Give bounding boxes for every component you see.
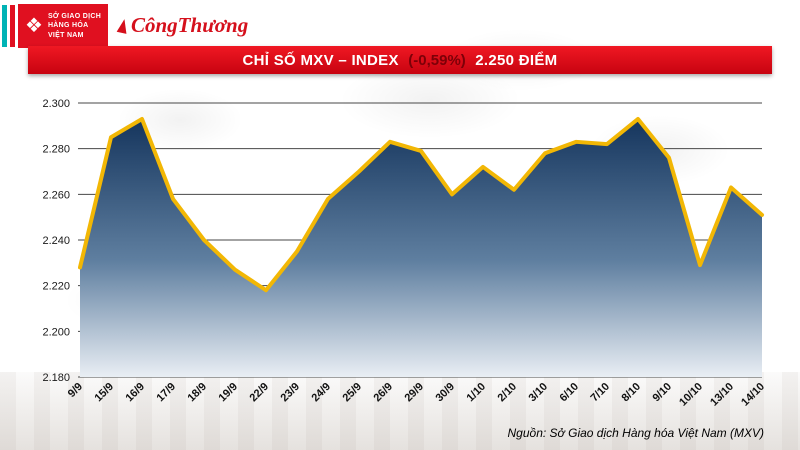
x-axis-label: 26/9 bbox=[371, 381, 395, 405]
x-axis-label: 22/9 bbox=[247, 381, 271, 405]
chart-title-suffix: 2.250 ĐIỂM bbox=[470, 51, 558, 69]
red-stripe bbox=[10, 5, 15, 47]
x-axis-label: 30/9 bbox=[433, 381, 457, 405]
x-axis-label: 7/10 bbox=[588, 381, 612, 405]
x-axis-label: 23/9 bbox=[278, 381, 302, 405]
teal-stripe bbox=[2, 5, 7, 47]
x-axis-label: 2/10 bbox=[495, 381, 519, 405]
x-axis-label: 3/10 bbox=[526, 381, 550, 405]
y-axis-label: 2.180 bbox=[42, 372, 70, 384]
congthuong-logo: CôngThương bbox=[116, 13, 249, 38]
x-axis-label: 6/10 bbox=[557, 381, 581, 405]
x-axis-label: 18/9 bbox=[185, 381, 209, 405]
y-axis-label: 2.300 bbox=[42, 98, 70, 110]
brand-stripes bbox=[2, 5, 15, 47]
mxv-logo-line3: VIỆT NAM bbox=[47, 31, 84, 39]
x-axis-label: 16/9 bbox=[123, 381, 147, 405]
congthuong-flame-icon bbox=[116, 17, 130, 34]
x-axis-label: 13/10 bbox=[708, 381, 736, 409]
source-note: Nguồn: Sở Giao dịch Hàng hóa Việt Nam (M… bbox=[507, 426, 765, 440]
x-axis-label: 17/9 bbox=[154, 381, 178, 405]
mxv-logo-text: SỞ GIAO DỊCH HÀNG HÓA VIỆT NAM bbox=[48, 12, 101, 39]
y-axis-label: 2.200 bbox=[42, 326, 70, 338]
mxv-logo: ❖ SỞ GIAO DỊCH HÀNG HÓA VIỆT NAM bbox=[18, 4, 109, 48]
y-axis-label: 2.220 bbox=[42, 281, 70, 293]
x-axis-label: 9/10 bbox=[650, 381, 674, 405]
x-axis-label: 14/10 bbox=[739, 381, 767, 409]
x-axis-label: 24/9 bbox=[309, 381, 333, 405]
congthuong-logo-text: CôngThương bbox=[131, 13, 249, 37]
x-axis-label: 15/9 bbox=[92, 381, 116, 405]
mxv-logo-line2: HÀNG HÓA bbox=[47, 22, 89, 30]
x-axis-label: 10/10 bbox=[677, 381, 705, 409]
y-axis-label: 2.260 bbox=[42, 189, 70, 201]
y-axis-label: 2.280 bbox=[42, 144, 70, 156]
x-axis-label: 25/9 bbox=[340, 381, 364, 405]
x-axis-label: 29/9 bbox=[402, 381, 426, 405]
x-axis-label: 1/10 bbox=[464, 381, 488, 405]
chart-title-change: (-0,59%) bbox=[408, 51, 466, 69]
mxv-logo-line1: SỞ GIAO DỊCH bbox=[47, 13, 102, 21]
x-axis-label: 8/10 bbox=[619, 381, 643, 405]
index-area bbox=[80, 118, 762, 377]
y-axis-label: 2.240 bbox=[42, 235, 70, 247]
chart-title-prefix: CHỈ SỐ MXV – INDEX bbox=[242, 51, 404, 69]
title-banner: CHỈ SỐ MXV – INDEX (-0,59%) 2.250 ĐIỂM bbox=[28, 46, 772, 74]
mxv-diamond-icon: ❖ bbox=[25, 15, 43, 37]
index-line bbox=[78, 116, 764, 293]
x-axis-label: 19/9 bbox=[216, 381, 240, 405]
